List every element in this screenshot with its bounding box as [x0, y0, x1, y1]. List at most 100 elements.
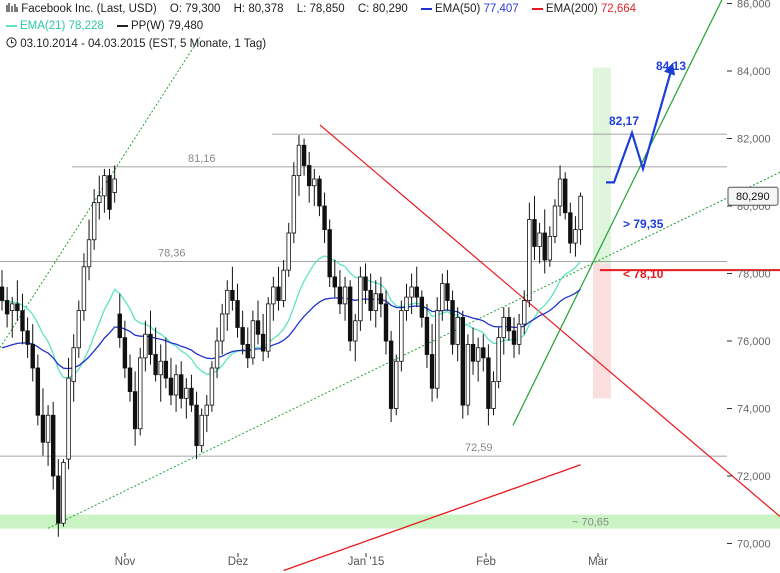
candle-body	[563, 178, 568, 214]
annotation-layer: 81,16 78,36 72,59 ~ 70,65 84,13 82,17 > 79,35 <…	[158, 59, 780, 529]
target-path	[606, 67, 674, 184]
level-label: 78,36	[158, 247, 186, 259]
candle-body	[322, 205, 327, 231]
candle-body	[235, 300, 240, 328]
candle-body	[450, 300, 455, 345]
candle-body	[317, 178, 322, 207]
candle-body	[214, 340, 220, 369]
y-tick-label: 82,000	[737, 134, 771, 146]
candle-body	[301, 144, 307, 166]
candle-body	[260, 333, 266, 352]
candle-body	[429, 354, 435, 389]
candle-body	[470, 343, 476, 362]
candle-body	[240, 327, 245, 345]
candle-body	[112, 178, 117, 193]
candle-body	[10, 303, 15, 312]
candle-body	[45, 414, 51, 443]
chart-header: Facebook Inc. (Last, USD) O: 79,300 H: 8…	[6, 3, 636, 15]
candle-body	[424, 316, 430, 355]
background-layer	[0, 67, 780, 529]
candle-body	[383, 303, 389, 342]
candle-body	[511, 330, 517, 345]
candle-body	[532, 219, 537, 247]
candle-body	[434, 310, 440, 389]
candle-body	[363, 276, 368, 291]
candle-body	[455, 316, 460, 345]
candle-body	[542, 232, 547, 261]
x-tick-label: Mär	[588, 556, 608, 568]
candle-body	[475, 347, 481, 362]
y-tick-label: 86,000	[737, 0, 771, 11]
high-value: H: 80,378	[233, 3, 284, 15]
ema50-label: EMA(50)	[434, 3, 481, 15]
candle-body	[347, 286, 353, 342]
candle-body	[486, 357, 491, 409]
candle-body	[409, 286, 414, 298]
chart-header-line3: 03.10.2014 - 04.03.2015 (EST, 5 Monate, …	[6, 37, 266, 50]
candle-body	[266, 303, 271, 352]
ema50-swatch	[420, 7, 432, 10]
candle-body	[368, 289, 373, 312]
level-label: 72,59	[465, 442, 493, 454]
ema21-label: EMA(21)	[20, 20, 66, 32]
candle-body	[56, 475, 61, 524]
instrument-title: Facebook Inc. (Last, USD)	[21, 3, 157, 15]
candle-body	[204, 404, 209, 416]
candle-body	[107, 175, 112, 210]
candle-body	[158, 360, 163, 376]
y-tick-label: 76,000	[737, 336, 771, 348]
candle-body	[0, 286, 5, 301]
candle-body	[516, 323, 522, 345]
candle-body	[414, 286, 419, 298]
grid-layer	[0, 133, 727, 457]
candle-body	[255, 320, 261, 335]
candle-body	[230, 289, 235, 301]
forecast-down-zone	[593, 263, 611, 399]
candle-body	[353, 320, 358, 342]
candle-body	[66, 377, 71, 460]
candle-body	[460, 316, 465, 406]
close-value: C: 80,290	[357, 3, 408, 15]
pp-value: 79,480	[168, 20, 204, 32]
candle-body	[71, 347, 76, 382]
candle-body	[189, 387, 194, 406]
last-price-label: 80,290	[736, 191, 770, 203]
y-tick-label: 70,000	[737, 539, 771, 551]
y-tick-label: 74,000	[737, 404, 771, 416]
open-value: O: 79,300	[169, 3, 221, 15]
candle-body	[61, 462, 66, 524]
candle-body	[557, 178, 563, 207]
candle-body	[178, 374, 184, 399]
candle-body	[127, 367, 133, 393]
candle-body	[394, 360, 399, 409]
y-tick-label: 84,000	[737, 66, 771, 78]
candle-body	[168, 377, 174, 396]
candle-body	[209, 367, 215, 406]
candle-body	[25, 330, 30, 345]
candle-body	[51, 414, 56, 477]
candle-body	[143, 333, 148, 359]
candle-body	[358, 276, 363, 322]
pp-swatch	[116, 24, 128, 27]
downtrend-line	[319, 124, 780, 517]
candle-body	[373, 293, 378, 312]
x-tick-label: Dez	[228, 556, 249, 568]
target-label: > 79,35	[623, 217, 664, 231]
candle-body	[122, 337, 128, 369]
candle-body	[527, 219, 532, 301]
candle-body	[271, 286, 276, 305]
candle-body	[332, 276, 337, 288]
candle-body	[537, 232, 542, 247]
candle-body	[481, 347, 486, 359]
candle-body	[163, 360, 169, 379]
candle-body	[522, 300, 527, 325]
candle-body	[578, 195, 583, 231]
pp-label: PP(W)	[130, 20, 165, 32]
candle-body	[501, 316, 506, 339]
ema50-value: 77,407	[483, 3, 519, 15]
candle-body	[465, 343, 471, 406]
candle-body	[419, 296, 425, 318]
candle-body	[4, 300, 10, 315]
candle-body	[440, 283, 445, 312]
x-tick-label: Nov	[115, 556, 136, 568]
